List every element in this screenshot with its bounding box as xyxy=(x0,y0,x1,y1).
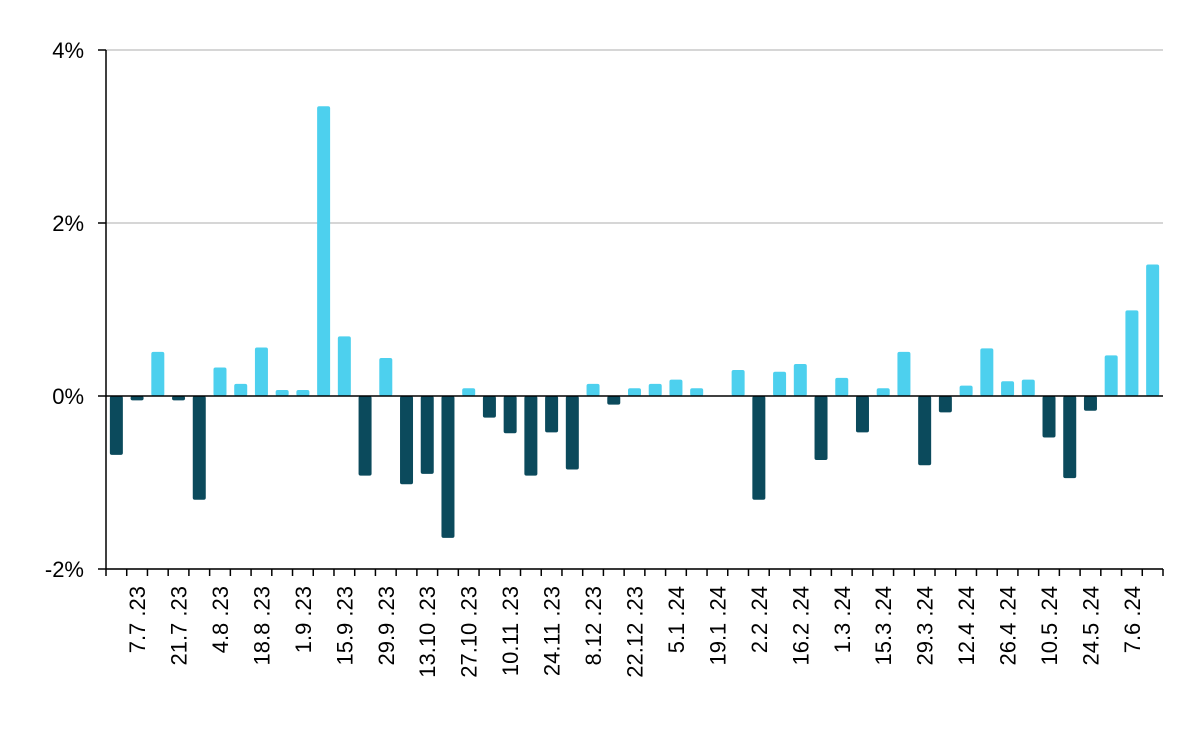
x-tick-label: 15.9 .23 xyxy=(332,586,357,666)
bar-8-3-24 xyxy=(855,396,869,433)
x-tick-label: 26.4 .24 xyxy=(996,586,1021,666)
x-tick-label: 29.9 .23 xyxy=(374,586,399,666)
x-tick-label: 21.7 .23 xyxy=(167,586,192,666)
bar-23-2-24 xyxy=(814,396,828,461)
x-tick-label: 15.3 .24 xyxy=(871,586,896,666)
bar-17-5-24 xyxy=(1063,396,1077,479)
bar-1-12-23 xyxy=(565,396,579,470)
x-tick-label: 8.12 .23 xyxy=(581,586,606,666)
bar-25-8-23 xyxy=(275,389,289,396)
y-tick-label: 4% xyxy=(52,38,84,63)
bar-17-11-23 xyxy=(524,396,538,476)
bar-6-10-23 xyxy=(400,396,414,485)
bar-12-4-24 xyxy=(959,385,973,396)
bar-21-7-23 xyxy=(172,396,186,401)
x-axis-tick-labels: 7.7 .23 21.7 .23 4.8 .23 18.8 .23 1.9 .23 15.… xyxy=(125,586,1145,678)
x-tick-label: 19.1 .24 xyxy=(705,586,730,666)
bar-29-3-24 xyxy=(918,396,932,466)
bar-10-11-23 xyxy=(503,396,517,434)
bar-12-1-24 xyxy=(690,388,704,396)
bar-19-4-24 xyxy=(980,348,994,396)
bar-24-5-24 xyxy=(1083,396,1097,411)
bar-24-11-23 xyxy=(545,396,559,433)
x-tick-label: 5.1 .24 xyxy=(664,586,689,653)
bar-22-9-23 xyxy=(358,396,372,476)
x-tick-label: 10.5 .24 xyxy=(1037,586,1062,666)
x-tick-label: 24.5 .24 xyxy=(1078,586,1103,666)
x-tick-label: 4.8 .23 xyxy=(208,586,233,653)
bar-5-1-24 xyxy=(669,379,683,396)
bar-30-6-23 xyxy=(109,396,123,455)
bar-14-6-24 xyxy=(1146,264,1160,396)
bar-14-7-23 xyxy=(151,351,165,396)
bar-8-12-23 xyxy=(586,383,600,396)
bar-11-8-23 xyxy=(234,383,248,396)
bar-29-9-23 xyxy=(379,357,393,396)
bar-8-9-23 xyxy=(317,106,331,396)
bar-22-3-24 xyxy=(897,351,911,396)
bar-26-4-24 xyxy=(1001,381,1015,396)
bar-28-7-23 xyxy=(192,396,206,500)
bar-13-10-23 xyxy=(420,396,434,474)
bar-4-8-23 xyxy=(213,367,227,396)
bar-29-12-23 xyxy=(648,383,662,396)
x-tick-label: 1.9 .23 xyxy=(291,586,316,653)
x-tick-label: 2.2 .24 xyxy=(747,586,772,653)
x-tick-label: 18.8 .23 xyxy=(249,586,274,666)
x-tick-label: 29.3 .24 xyxy=(913,586,938,666)
y-axis-tick-labels: 4% 2% 0% -2% xyxy=(45,38,84,582)
y-tick-label: 0% xyxy=(52,384,84,409)
x-tick-label: 22.12 .23 xyxy=(623,586,648,678)
bar-18-8-23 xyxy=(254,347,268,396)
bar-9-2-24 xyxy=(773,371,787,396)
bar-3-11-23 xyxy=(482,396,496,418)
gridlines xyxy=(106,49,1163,570)
y-tick-label: 2% xyxy=(52,211,84,236)
bars xyxy=(109,106,1160,538)
x-tick-label: 16.2 .24 xyxy=(788,586,813,666)
x-tick-label: 7.7 .23 xyxy=(125,586,150,653)
bar-2-2-24 xyxy=(752,396,766,500)
bar-7-7-23 xyxy=(130,396,144,401)
bar-7-6-24 xyxy=(1125,310,1139,396)
axes xyxy=(98,49,1164,576)
x-tick-label: 13.10 .23 xyxy=(415,586,440,678)
bar-1-9-23 xyxy=(296,389,310,396)
bar-26-1-24 xyxy=(731,370,745,396)
x-tick-label: 7.6 .24 xyxy=(1120,586,1145,653)
bar-5-4-24 xyxy=(938,396,952,413)
bar-27-10-23 xyxy=(462,388,476,396)
bar-20-10-23 xyxy=(441,396,455,538)
bar-15-3-24 xyxy=(876,388,890,396)
x-tick-label: 12.4 .24 xyxy=(954,586,979,666)
y-tick-label: -2% xyxy=(45,557,84,582)
bar-15-12-23 xyxy=(607,396,621,405)
bar-15-9-23 xyxy=(337,336,351,396)
x-tick-label: 10.11 .23 xyxy=(498,586,523,676)
bar-1-3-24 xyxy=(835,377,849,396)
bar-3-5-24 xyxy=(1021,379,1035,396)
bar-10-5-24 xyxy=(1042,396,1056,438)
x-tick-label: 24.11 .23 xyxy=(540,586,565,676)
x-tick-label: 27.10 .23 xyxy=(457,586,482,678)
bar-16-2-24 xyxy=(793,363,807,396)
bar-31-5-24 xyxy=(1104,355,1118,396)
x-tick-label: 1.3 .24 xyxy=(830,586,855,653)
bar-22-12-23 xyxy=(628,388,641,396)
